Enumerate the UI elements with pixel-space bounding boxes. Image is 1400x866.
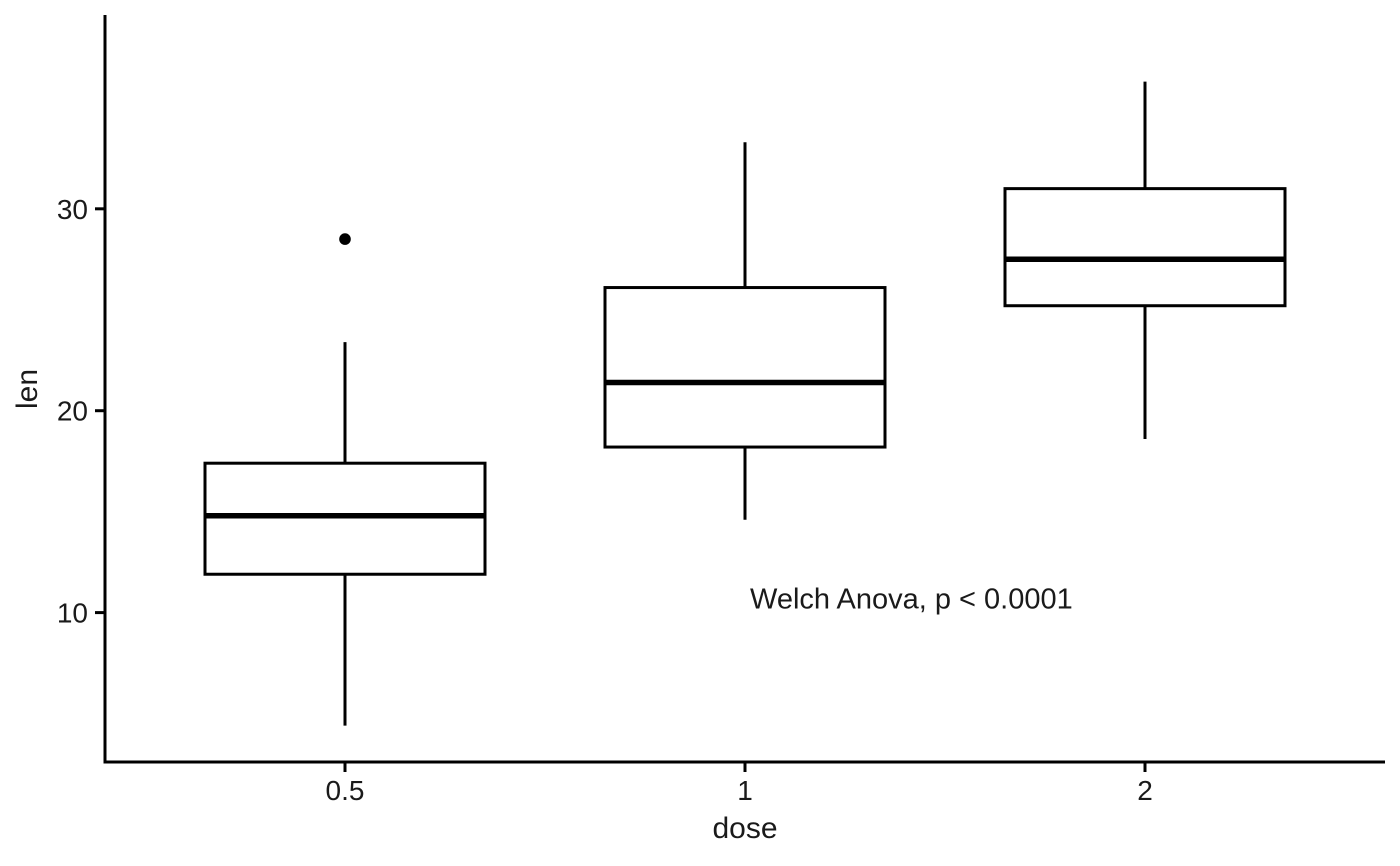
box-dose-2 bbox=[1003, 187, 1287, 308]
y-tick-label-10: 10 bbox=[57, 598, 88, 629]
x-axis-title: dose bbox=[712, 812, 778, 845]
y-axis-title: len bbox=[11, 368, 44, 410]
box-dose-1 bbox=[603, 286, 887, 449]
x-tick-label-2: 2 bbox=[1137, 775, 1153, 806]
x-tick-label-1: 1 bbox=[737, 775, 753, 806]
y-tick-label-20: 20 bbox=[57, 396, 88, 427]
box-dose-0.5 bbox=[203, 461, 487, 576]
y-tick-label-30: 30 bbox=[57, 194, 88, 225]
stat-test-annotation: Welch Anova, p < 0.0001 bbox=[750, 583, 1073, 616]
outlier-point-dose-0.5 bbox=[339, 233, 351, 245]
x-tick-label-0.5: 0.5 bbox=[326, 775, 365, 806]
